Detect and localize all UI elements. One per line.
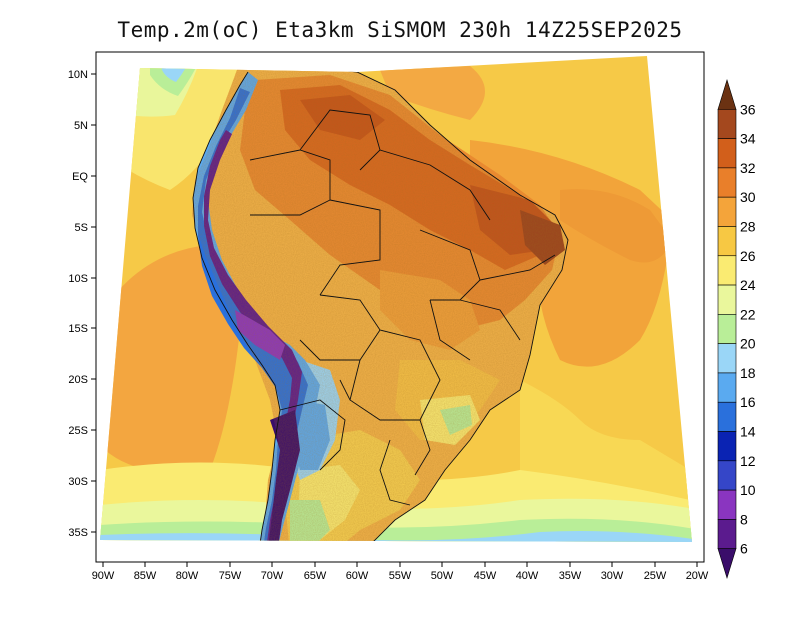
colorbar-swatch [717, 196, 737, 227]
lon-label: 70W [261, 570, 284, 582]
lon-label: 55W [389, 570, 412, 582]
colorbar-label: 16 [740, 394, 756, 410]
colorbar-swatch [717, 138, 737, 169]
colorbar-label: 28 [740, 218, 756, 234]
lat-label: 20S [68, 374, 88, 386]
colorbar-swatch [717, 460, 737, 491]
colorbar-swatch [717, 548, 737, 580]
colorbar-label: 8 [740, 511, 748, 527]
colorbar-label: 6 [740, 541, 748, 557]
lon-label: 20W [686, 570, 709, 582]
lon-label: 85W [134, 570, 157, 582]
colorbar-label: 20 [740, 336, 756, 352]
lat-label: 35S [68, 527, 88, 539]
lat-label: 30S [68, 476, 88, 488]
lon-label: 90W [92, 570, 115, 582]
colorbar-label: 22 [740, 306, 756, 322]
lat-label: EQ [72, 171, 88, 183]
colorbar-swatch [717, 519, 737, 550]
colorbar-swatch [717, 108, 737, 139]
lon-label: 35W [559, 570, 582, 582]
colorbar-label: 14 [740, 424, 756, 440]
lat-label: 10S [68, 273, 88, 285]
colorbar-swatch [717, 284, 737, 315]
colorbar-swatch [717, 314, 737, 344]
colorbar-label: 32 [740, 160, 756, 176]
lon-label: 80W [176, 570, 199, 582]
colorbar-swatch [717, 343, 737, 374]
colorbar-swatch [717, 372, 737, 403]
lat-label: 25S [68, 425, 88, 437]
colorbar-swatch [717, 226, 737, 257]
lon-label: 60W [346, 570, 369, 582]
land-field [192, 62, 568, 542]
lon-label: 40W [516, 570, 539, 582]
lon-label: 25W [644, 570, 667, 582]
lon-axis: 90W 85W 80W 75W 70W 65W 60W 55W 50W 45W … [92, 562, 709, 582]
lat-label: 15S [68, 323, 88, 335]
colorbar-swatch [717, 431, 737, 462]
lon-label: 45W [474, 570, 497, 582]
lat-label: 10N [68, 69, 88, 81]
colorbar-swatch [717, 489, 737, 520]
country-borders [192, 61, 569, 542]
colorbar-swatch [717, 167, 737, 198]
colorbar-swatch [717, 255, 737, 286]
colorbar: 36 34 32 30 28 26 24 22 20 18 16 14 12 10 8 6 [717, 78, 756, 580]
colorbar-label: 10 [740, 482, 756, 498]
colorbar-swatch [717, 401, 737, 432]
lat-axis: 10N 5N EQ 5S 10S 15S 20S 25S 30S 35S [68, 69, 96, 539]
lon-label: 30W [601, 570, 624, 582]
colorbar-label: 18 [740, 365, 756, 381]
colorbar-label: 34 [740, 131, 756, 147]
colorbar-label: 24 [740, 277, 756, 293]
lat-label: 5N [74, 120, 88, 132]
colorbar-label: 36 [740, 101, 756, 117]
colorbar-label: 30 [740, 189, 756, 205]
map-title: Temp.2m(oC) Eta3km SiSMOM 230h 14Z25SEP2… [117, 18, 683, 42]
colorbar-label: 12 [740, 453, 756, 469]
colorbar-swatch [717, 78, 737, 110]
lon-label: 75W [219, 570, 242, 582]
lon-label: 65W [304, 570, 327, 582]
lat-label: 5S [75, 222, 88, 234]
colorbar-label: 26 [740, 248, 756, 264]
lon-label: 50W [431, 570, 454, 582]
